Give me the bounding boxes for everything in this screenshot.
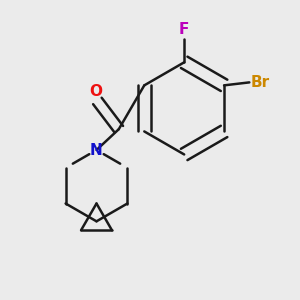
Text: N: N xyxy=(90,142,103,158)
Text: O: O xyxy=(90,84,103,99)
Text: F: F xyxy=(179,22,189,38)
Text: Br: Br xyxy=(251,75,270,90)
